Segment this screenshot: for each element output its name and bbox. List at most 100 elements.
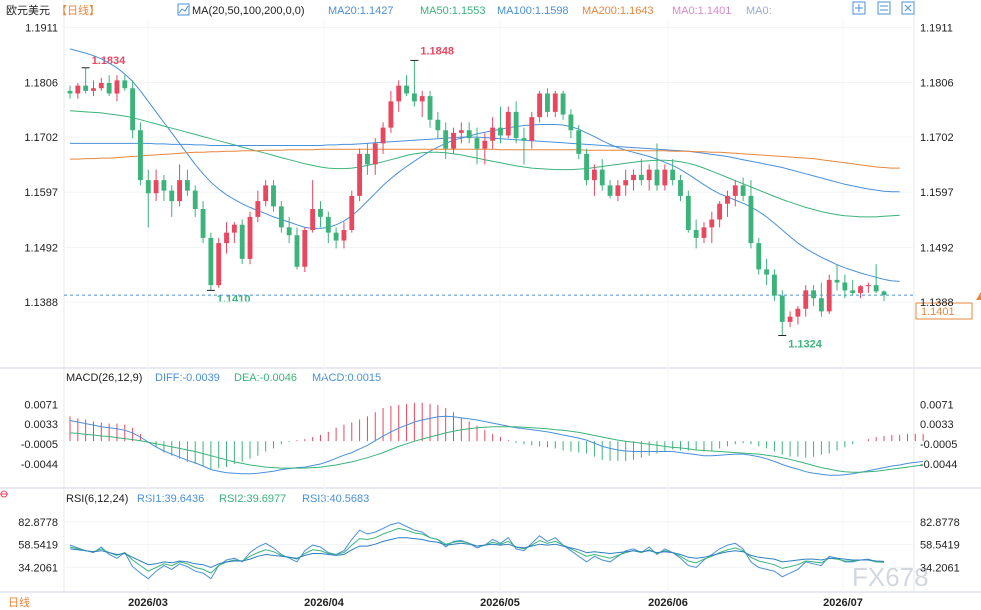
price-ytick-right: 1.1702 [920,132,954,144]
candle-body [858,286,863,293]
candle-body [787,316,793,322]
candle-body [599,169,605,186]
candle-body [795,308,801,317]
rsi-ytick-left: 82.8778 [18,517,58,529]
last-price-label: 1.1401 [921,306,955,318]
price-ytick-right: 1.1597 [920,187,954,199]
candle-body [490,127,496,141]
candle-body [286,227,292,236]
candle-body [443,130,449,149]
macd-dea: DEA:-0.0046 [234,372,297,384]
candle-body [263,185,269,202]
candle-body [161,180,167,191]
candle-body [693,230,699,238]
candle-body [451,132,456,149]
candle-body [177,180,183,202]
period-tag[interactable]: 【日线】 [56,3,100,17]
candle-body [310,209,316,230]
symbol-title: 欧元美元 [6,4,50,17]
annotation-high-1: 1.1834 [92,55,127,67]
macd-ytick-left: 0.0033 [24,419,58,431]
candle-body [169,190,175,202]
price-ytick-left: 1.1806 [24,77,58,89]
candle-body [184,180,190,191]
macd-line-diff [69,415,924,476]
candle-body [192,190,198,209]
candle-body [717,203,723,220]
candle-body [380,127,386,144]
candle-body [419,96,425,102]
candle-body [771,274,777,296]
candle-body [200,209,206,238]
candle-body [83,85,89,91]
candle-body [466,130,472,139]
ma-line-ma20 [69,48,900,282]
candle-body [654,169,660,186]
candle-body [662,169,668,186]
price-ytick-right: 1.1806 [920,77,954,89]
x-tick-label: 2026/06 [648,597,688,609]
x-tick-label: 2026/04 [304,597,345,609]
candle-body [591,169,597,181]
price-ytick-left: 1.1388 [24,297,58,309]
ma100-value: MA100:1.1598 [497,5,569,17]
price-ytick-right: 1.1911 [920,22,953,34]
candle-body [341,230,347,241]
candle-body [153,180,159,194]
candle-body [709,219,715,228]
candle-body [865,285,871,287]
rsi3-value: RSI3:40.5683 [302,493,369,505]
ma0-value-b: MA0: [746,5,772,17]
candle-body [850,290,856,293]
candle-body [435,119,441,131]
period-button[interactable]: 日线 [8,595,30,609]
rsi2-value: RSI2:39.6977 [219,493,286,505]
candle-body [278,206,284,228]
rsi-ytick-right: 34.2061 [920,562,960,574]
macd-ytick-right: 0.0033 [920,419,954,431]
candle-body [208,237,214,286]
price-ytick-right: 1.1388 [920,297,954,309]
candle-body [91,88,96,91]
candle-body [404,85,409,94]
alert-icon[interactable] [976,292,981,300]
expand-icon[interactable] [852,1,866,15]
candle-body [779,295,785,322]
candle-body [231,224,237,233]
price-ytick-left: 1.1492 [24,242,58,254]
macd-ytick-right: 0.0071 [920,399,954,411]
price-ytick-right: 1.1492 [920,242,954,254]
candle-body [325,216,331,233]
settings-icon[interactable] [877,1,891,15]
candle-body [239,224,245,259]
candle-body [255,201,261,217]
annotation-low-2: 1.1324 [788,339,823,351]
candle-body [349,195,355,230]
rsi-line-rsi2 [69,527,885,574]
candle-body [576,130,582,154]
candle-body [216,243,222,286]
candle-body [811,290,816,299]
rsi-ytick-left: 58.5419 [18,540,58,552]
candle-body [701,227,707,238]
candle-body [482,140,488,149]
macd-ytick-right: -0.0044 [920,459,957,471]
candle-body [803,290,809,309]
last-price-box [915,302,973,320]
candle-body [685,195,691,230]
ma20-value: MA20:1.1427 [328,5,393,17]
candle-body [756,243,762,270]
rsi1-value: RSI1:39.6436 [137,493,204,505]
ma-settings-icon[interactable] [177,3,190,16]
rsi-ytick-right: 58.5419 [920,540,960,552]
close-icon[interactable] [901,1,915,15]
candle-body [271,185,276,207]
x-tick-label: 2026/07 [823,597,863,609]
candle-body [638,174,644,181]
candle-body [725,195,730,204]
rsi-line-rsi1 [69,522,885,580]
price-ytick-left: 1.1597 [24,187,58,199]
candle-body [881,291,887,296]
candle-body [388,101,394,128]
candle-body [122,80,128,89]
